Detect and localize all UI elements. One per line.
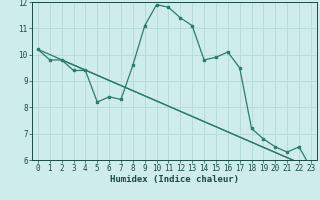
X-axis label: Humidex (Indice chaleur): Humidex (Indice chaleur) [110, 175, 239, 184]
